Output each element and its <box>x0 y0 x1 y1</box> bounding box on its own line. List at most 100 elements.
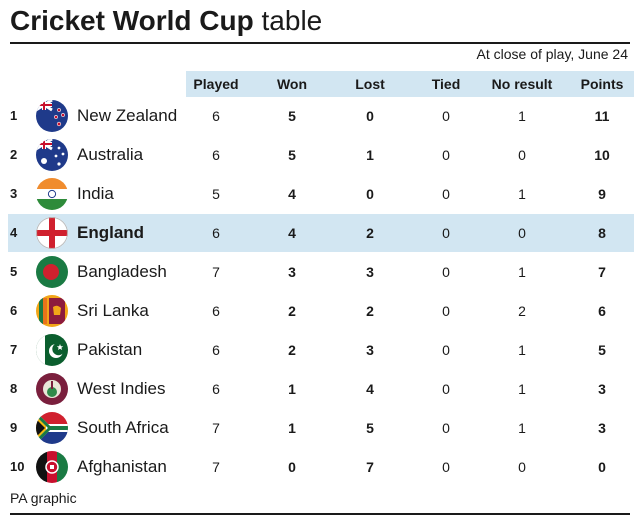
points-cell: 8 <box>598 225 606 241</box>
table-row: 8 West Indies 6 1 4 0 1 3 <box>0 370 634 408</box>
team-name: Bangladesh <box>77 262 167 281</box>
lost-cell: 5 <box>366 420 374 436</box>
no-result-cell: 1 <box>518 420 526 436</box>
played-cell: 6 <box>212 303 220 319</box>
lost-cell: 2 <box>366 303 374 319</box>
table-row: 1 New Zealand 6 5 0 0 1 11 <box>0 97 634 135</box>
top-divider <box>10 42 630 44</box>
column-header-tied: Tied <box>431 76 461 92</box>
bangladesh-flag-icon <box>36 256 68 288</box>
table-row: 2 Australia 6 5 1 0 0 10 <box>0 136 634 174</box>
won-cell: 1 <box>288 381 296 397</box>
lost-cell: 0 <box>366 108 374 124</box>
lost-cell: 2 <box>366 225 374 241</box>
no-result-cell: 1 <box>518 264 526 280</box>
team-name: India <box>77 184 114 203</box>
team-name: Pakistan <box>77 340 143 359</box>
points-cell: 0 <box>598 459 606 475</box>
lost-cell: 7 <box>366 459 374 475</box>
column-header-played: Played <box>193 76 239 92</box>
table-row: 4 England 6 4 2 0 0 8 <box>8 214 634 252</box>
played-cell: 7 <box>212 420 220 436</box>
sri-lanka-flag-icon <box>36 295 68 327</box>
tied-cell: 0 <box>442 225 450 241</box>
team-name: England <box>77 223 145 242</box>
subtitle: At close of play, June 24 <box>476 46 629 62</box>
team-name: Afghanistan <box>77 457 167 476</box>
rank-cell: 4 <box>10 225 18 240</box>
column-header-points: Points <box>580 76 624 92</box>
table-row: 6 Sri Lanka 6 2 2 0 2 6 <box>0 292 634 330</box>
table-header: Played Won Lost Tied No result Points <box>186 71 634 97</box>
tied-cell: 0 <box>442 108 450 124</box>
won-cell: 2 <box>288 303 296 319</box>
team-name: South Africa <box>77 418 169 437</box>
team-name: New Zealand <box>77 106 178 125</box>
played-cell: 6 <box>212 381 220 397</box>
team-name: Australia <box>77 145 144 164</box>
no-result-cell: 0 <box>518 459 526 475</box>
no-result-cell: 1 <box>518 186 526 202</box>
points-cell: 3 <box>598 420 606 436</box>
team-name: Sri Lanka <box>77 301 149 320</box>
tied-cell: 0 <box>442 381 450 397</box>
rank-cell: 8 <box>10 381 18 396</box>
won-cell: 1 <box>288 420 296 436</box>
lost-cell: 0 <box>366 186 374 202</box>
no-result-cell: 1 <box>518 381 526 397</box>
new-zealand-flag-icon <box>36 100 68 132</box>
points-cell: 7 <box>598 264 606 280</box>
no-result-cell: 0 <box>518 147 526 163</box>
afghanistan-flag-icon <box>36 451 68 483</box>
title-bold: Cricket World Cup <box>10 5 254 36</box>
source-credit: PA graphic <box>10 490 77 506</box>
tied-cell: 0 <box>442 303 450 319</box>
tied-cell: 0 <box>442 264 450 280</box>
tied-cell: 0 <box>442 420 450 436</box>
points-cell: 5 <box>598 342 606 358</box>
points-cell: 10 <box>594 147 610 163</box>
rank-cell: 5 <box>10 264 18 279</box>
england-flag-icon <box>36 217 68 249</box>
played-cell: 5 <box>212 186 220 202</box>
no-result-cell: 2 <box>518 303 526 319</box>
rank-cell: 6 <box>10 303 18 318</box>
lost-cell: 3 <box>366 264 374 280</box>
points-cell: 6 <box>598 303 606 319</box>
page-title: Cricket World Cup table <box>10 2 322 40</box>
played-cell: 7 <box>212 459 220 475</box>
played-cell: 6 <box>212 342 220 358</box>
table-row: 3 India 5 4 0 0 1 9 <box>0 175 634 213</box>
rank-cell: 1 <box>10 108 18 123</box>
no-result-cell: 0 <box>518 225 526 241</box>
rank-cell: 2 <box>10 147 18 162</box>
column-header-won: Won <box>276 76 308 92</box>
table-row: 7 Pakistan 6 2 3 0 1 5 <box>0 331 634 369</box>
no-result-cell: 1 <box>518 108 526 124</box>
won-cell: 4 <box>288 186 296 202</box>
points-cell: 3 <box>598 381 606 397</box>
played-cell: 6 <box>212 147 220 163</box>
rank-cell: 3 <box>10 186 18 201</box>
won-cell: 3 <box>288 264 296 280</box>
played-cell: 6 <box>212 225 220 241</box>
lost-cell: 4 <box>366 381 374 397</box>
tied-cell: 0 <box>442 147 450 163</box>
won-cell: 2 <box>288 342 296 358</box>
points-cell: 11 <box>594 108 610 124</box>
pakistan-flag-icon <box>36 334 68 366</box>
played-cell: 6 <box>212 108 220 124</box>
title-light: table <box>261 5 323 36</box>
rank-cell: 10 <box>10 459 25 474</box>
tied-cell: 0 <box>442 186 450 202</box>
lost-cell: 3 <box>366 342 374 358</box>
table-row: 10 Afghanistan 7 0 7 0 0 0 <box>0 448 634 486</box>
table-row: 9 South Africa 7 1 5 0 1 3 <box>0 409 634 447</box>
table-row: 5 Bangladesh 7 3 3 0 1 7 <box>0 253 634 291</box>
won-cell: 0 <box>288 459 296 475</box>
played-cell: 7 <box>212 264 220 280</box>
won-cell: 4 <box>288 225 296 241</box>
rank-cell: 9 <box>10 420 18 435</box>
tied-cell: 0 <box>442 342 450 358</box>
south-africa-flag-icon <box>36 412 68 444</box>
